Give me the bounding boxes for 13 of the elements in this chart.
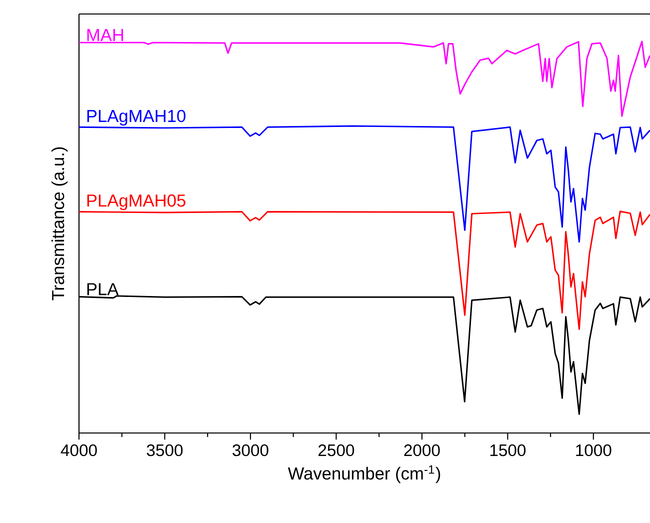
series-label: PLAgMAH05 [87,194,186,210]
series-label: PLA [87,283,119,296]
x-tick-label: 3000 [232,444,268,456]
series-label: PLAgMAH10 [87,110,186,126]
x-axis-title: Wavenumber (cm$^{-1}$) [288,465,440,484]
y-axis-title: Transmittance (a.u.) [51,147,68,300]
x-tick-label: 2500 [318,444,354,456]
x-tick-label: 1500 [490,444,526,456]
x-tick-label: 3500 [146,444,183,456]
x-tick-label: 2000 [404,444,440,456]
x-tick-label: 1000 [576,444,612,456]
series-label: MAH [87,29,124,41]
x-tick-label: 4000 [60,444,97,456]
